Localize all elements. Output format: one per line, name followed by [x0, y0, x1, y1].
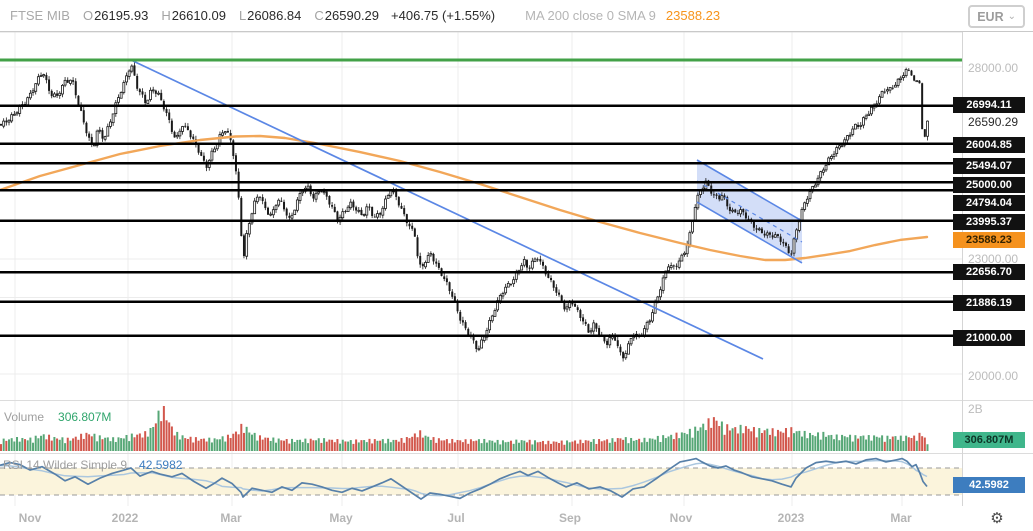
price-axis-tick: 20000.00: [968, 369, 1019, 383]
price-level-badge: 26004.85: [953, 137, 1025, 153]
ma-indicator-value: 23588.23: [665, 8, 721, 23]
price-level-badge: 25000.00: [953, 177, 1025, 193]
price-level-badge: 21000.00: [953, 330, 1025, 346]
pane-separator-rsi[interactable]: [0, 453, 1033, 454]
time-axis-label: 2022: [111, 511, 139, 525]
time-axis-label: Nov: [669, 511, 693, 525]
rsi-legend-value: 42.5982: [139, 458, 183, 472]
time-axis-label: Sep: [558, 511, 581, 525]
price-axis-tick: 2B: [968, 402, 983, 416]
price-level-badge: 21886.19: [953, 295, 1025, 311]
ohlc-low: L26086.84: [238, 8, 302, 23]
time-axis-label: 2023: [777, 511, 805, 525]
rsi-legend-label[interactable]: RSI 14 Wilder Simple 9: [3, 458, 128, 472]
time-axis-label: May: [329, 511, 353, 525]
currency-button[interactable]: EUR ⌄: [968, 5, 1025, 28]
price-level-badge: 24794.04: [953, 195, 1025, 211]
toolbar: FTSE MIB O26195.93 H26610.09 L26086.84 C…: [0, 0, 1033, 32]
symbol-name[interactable]: FTSE MIB: [10, 8, 70, 23]
chevron-down-icon: ⌄: [1007, 10, 1016, 22]
time-axis-label: Jul: [447, 511, 465, 525]
gear-icon[interactable]: ⚙: [990, 510, 1004, 527]
price-level-badge: 23995.37: [953, 214, 1025, 230]
ohlc-high: H26610.09: [161, 8, 226, 23]
price-level-badge: 42.5982: [953, 477, 1025, 493]
volume-legend: Volume 306.807M: [4, 410, 111, 424]
price-axis[interactable]: 28000.00 26590.29 23000.00 20000.00 2B 26994.…: [953, 32, 1033, 506]
volume-legend-value: 306.807M: [58, 410, 112, 424]
rsi-legend: RSI 14 Wilder Simple 9 42.5982: [3, 458, 182, 472]
price-level-badge: 26994.11: [953, 97, 1025, 113]
price-level-badge: 22656.70: [953, 264, 1025, 280]
volume-legend-label[interactable]: Volume: [4, 410, 45, 424]
ohlc-open: O26195.93: [82, 8, 149, 23]
price-axis-tick: 28000.00: [968, 61, 1019, 75]
time-axis[interactable]: ⚙ Nov 2022 Mar May Jul Sep Nov 2023 Mar: [0, 506, 1033, 531]
time-axis-label: Mar: [890, 511, 912, 525]
time-axis-label: Nov: [18, 511, 42, 525]
price-axis-tick: 26590.29: [968, 115, 1019, 129]
pane-separator-volume[interactable]: [0, 400, 1033, 401]
price-axis-tick: 23000.00: [968, 252, 1019, 266]
price-level-badge: 23588.23: [953, 232, 1025, 248]
price-level-badge: 25494.07: [953, 158, 1025, 174]
ma-indicator-label[interactable]: MA 200 close 0 SMA 9: [525, 8, 656, 23]
currency-label: EUR: [977, 9, 1004, 24]
time-axis-label: Mar: [220, 511, 242, 525]
price-level-badge: 306.807M: [953, 432, 1025, 448]
price-change: +406.75 (+1.55%): [391, 8, 496, 23]
chart-canvas[interactable]: [0, 0, 963, 531]
ohlc-close: C26590.29: [314, 8, 380, 23]
